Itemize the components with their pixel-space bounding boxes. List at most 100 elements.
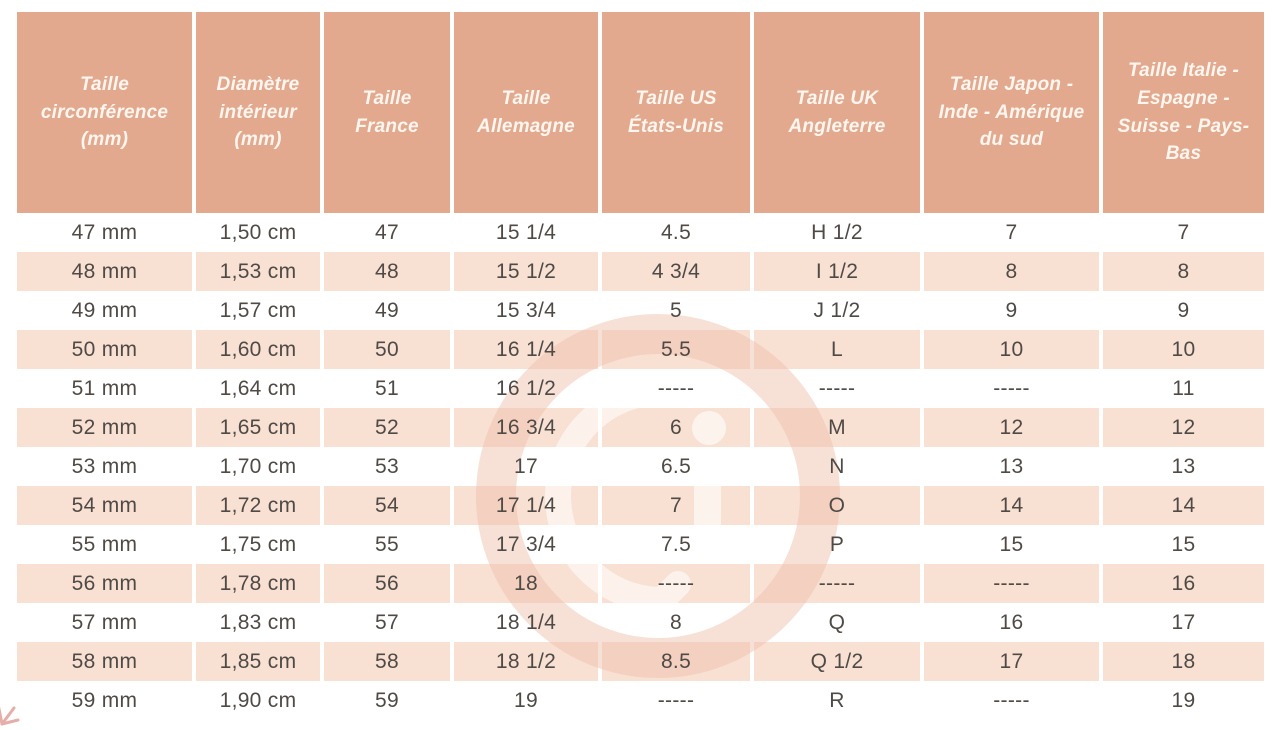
table-cell: J 1/2 — [754, 291, 920, 330]
table-cell: 47 — [324, 213, 450, 252]
table-cell-value: H 1/2 — [811, 220, 863, 244]
table-cell: 16 1/2 — [454, 369, 598, 408]
table-cell-value: 17 — [1171, 610, 1196, 634]
table-cell-value: ----- — [818, 571, 856, 595]
table-cell: 6.5 — [602, 447, 750, 486]
table-cell-value: N — [829, 454, 845, 478]
table-cell: 1,60 cm — [196, 330, 320, 369]
table-cell: 50 mm — [17, 330, 192, 369]
table-cell-value: Q — [828, 610, 846, 634]
table-cell: ----- — [602, 369, 750, 408]
table-cell-value: ----- — [993, 688, 1030, 712]
table-cell-value: 59 — [375, 688, 399, 712]
table-cell-value: 51 mm — [71, 376, 138, 400]
table-cell: 18 1/4 — [454, 603, 598, 642]
table-cell: 1,57 cm — [196, 291, 320, 330]
table-cell: 50 — [324, 330, 450, 369]
table-cell: 11 — [1103, 369, 1264, 408]
column-header: Taille Japon - Inde - Amérique du sud — [924, 12, 1099, 213]
table-cell: 51 — [324, 369, 450, 408]
table-cell-value: I 1/2 — [815, 259, 859, 283]
table-cell-value: 18 — [514, 571, 538, 595]
table-cell: 56 mm — [17, 564, 192, 603]
table-cell-value: ----- — [657, 376, 695, 400]
table-cell-value: 5 — [670, 298, 682, 322]
table-row: 54 mm 1,72 cm 54 17 1/4 7 O 14 14 — [17, 486, 1264, 525]
table-cell: H 1/2 — [754, 213, 920, 252]
table-cell-value: 16 1/2 — [495, 376, 557, 400]
table-cell: R — [754, 681, 920, 720]
table-cell-value: 52 mm — [71, 415, 138, 439]
table-cell-value: 54 — [375, 493, 399, 517]
table-cell: ----- — [924, 369, 1099, 408]
table-cell: 16 — [1103, 564, 1264, 603]
table-cell: I 1/2 — [754, 252, 920, 291]
table-cell: 12 — [924, 408, 1099, 447]
table-cell-value: 47 — [375, 220, 399, 244]
table-cell: 17 — [1103, 603, 1264, 642]
table-cell-value: 1,83 cm — [219, 610, 297, 634]
table-cell-value: 57 mm — [71, 610, 138, 634]
table-cell-value: 19 — [514, 688, 538, 712]
table-cell-value: 1,60 cm — [219, 337, 297, 361]
table-cell: 14 — [924, 486, 1099, 525]
table-row: 47 mm 1,50 cm 47 15 1/4 4.5 H 1/2 7 7 — [17, 213, 1264, 252]
table-cell-value: 17 3/4 — [495, 532, 557, 556]
column-header: Taille Allemagne — [454, 12, 598, 213]
table-cell-value: 53 — [375, 454, 399, 478]
table-cell-value: 1,85 cm — [219, 649, 297, 673]
table-cell-value: 8 — [670, 610, 682, 634]
table-cell: M — [754, 408, 920, 447]
table-cell-value: 1,57 cm — [219, 298, 297, 322]
table-cell: 58 mm — [17, 642, 192, 681]
table-cell: 8.5 — [602, 642, 750, 681]
table-cell: Q 1/2 — [754, 642, 920, 681]
table-cell: 59 mm — [17, 681, 192, 720]
column-header: Taille France — [324, 12, 450, 213]
table-cell: 17 3/4 — [454, 525, 598, 564]
table-cell-value: 13 — [999, 454, 1024, 478]
table-cell-value: 1,78 cm — [219, 571, 297, 595]
table-cell-value: 12 — [1171, 415, 1196, 439]
table-cell: 7.5 — [602, 525, 750, 564]
table-cell: 58 — [324, 642, 450, 681]
table-row: 50 mm 1,60 cm 50 16 1/4 5.5 L 10 10 — [17, 330, 1264, 369]
ring-size-conversion-table: Taille circonférence (mm) Diamètre intéri… — [17, 12, 1264, 720]
table-cell: 1,50 cm — [196, 213, 320, 252]
table-cell: 59 — [324, 681, 450, 720]
table-cell: 17 1/4 — [454, 486, 598, 525]
table-cell: 1,64 cm — [196, 369, 320, 408]
table-cell-value: 55 — [375, 532, 399, 556]
table-cell-value: 1,75 cm — [219, 532, 297, 556]
table-cell-value: 53 mm — [71, 454, 138, 478]
table-cell-value: 49 — [375, 298, 399, 322]
table-row: 59 mm 1,90 cm 59 19 ----- R ----- 19 — [17, 681, 1264, 720]
table-cell: 9 — [1103, 291, 1264, 330]
table-cell-value: ----- — [993, 571, 1030, 595]
table-cell-value: 15 — [1171, 532, 1196, 556]
table-cell-value: 47 mm — [71, 220, 138, 244]
table-cell: 1,72 cm — [196, 486, 320, 525]
table-cell-value: 56 mm — [71, 571, 138, 595]
table-cell: 16 — [924, 603, 1099, 642]
table-row: 53 mm 1,70 cm 53 17 6.5 N 13 13 — [17, 447, 1264, 486]
table-cell: 17 — [454, 447, 598, 486]
table-cell: 19 — [1103, 681, 1264, 720]
table-row: 57 mm 1,83 cm 57 18 1/4 8 Q 16 17 — [17, 603, 1264, 642]
table-cell-value: ----- — [818, 376, 856, 400]
table-cell: 16 1/4 — [454, 330, 598, 369]
table-cell: ----- — [754, 369, 920, 408]
table-cell: 9 — [924, 291, 1099, 330]
table-cell: 18 — [1103, 642, 1264, 681]
table-cell: ----- — [924, 564, 1099, 603]
table-cell-value: 12 — [999, 415, 1024, 439]
table-cell: 57 mm — [17, 603, 192, 642]
table-cell-value: 7.5 — [660, 532, 692, 556]
column-header: Taille US États-Unis — [602, 12, 750, 213]
table-cell: ----- — [602, 681, 750, 720]
table-cell-value: ----- — [993, 376, 1030, 400]
table-cell-value: 18 — [1171, 649, 1196, 673]
table-body: 47 mm 1,50 cm 47 15 1/4 4.5 H 1/2 7 7 48 mm 1,53 … — [17, 213, 1264, 720]
table-cell: 1,65 cm — [196, 408, 320, 447]
table-cell: 7 — [1103, 213, 1264, 252]
